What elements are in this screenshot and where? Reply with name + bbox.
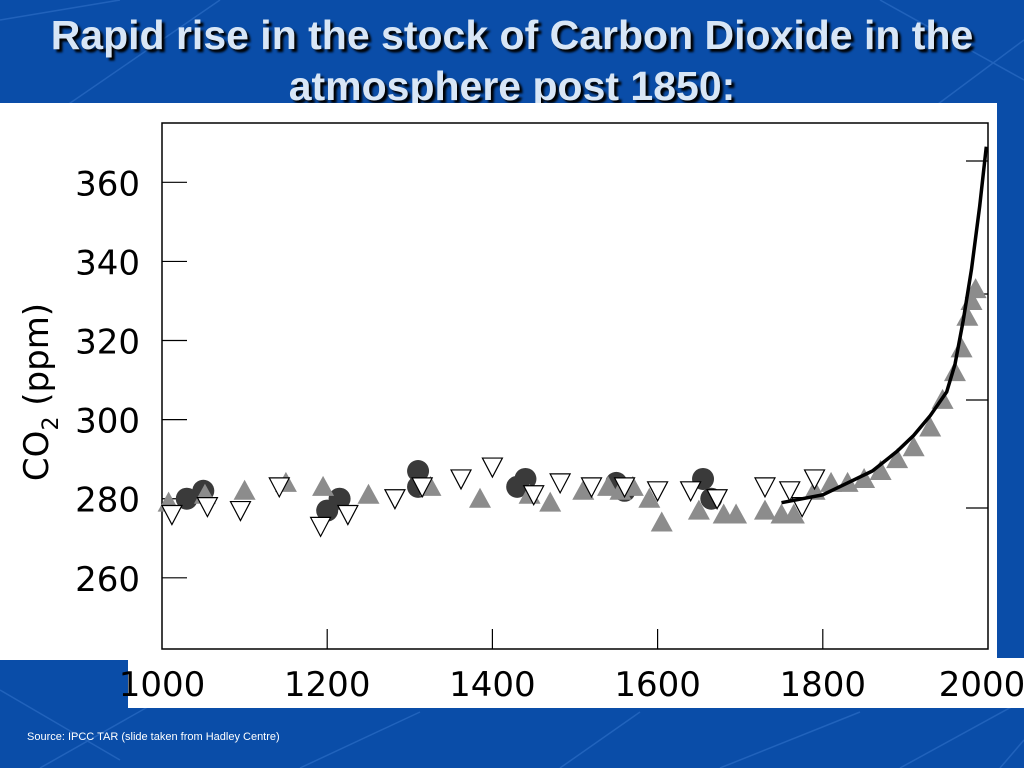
ice-core-point-triangle (650, 511, 673, 532)
ice-core-point-circle (175, 487, 198, 510)
ice-core-point-open-triangle (196, 497, 219, 518)
source-note: Source: IPCC TAR (slide taken from Hadle… (27, 731, 280, 743)
ice-core-point-circle (407, 460, 430, 483)
ice-core-point-triangle (597, 475, 620, 496)
ice-core-point-triangle (233, 479, 256, 500)
co2-chart: 260 280 300 320 340 360 1000 1200 1400 1600 1800 2… (17, 122, 1024, 705)
chart-panel-axis-strip (128, 658, 1024, 708)
ice-core-point-open-triangle (580, 477, 603, 499)
ice-core-point-triangle (782, 503, 805, 524)
chart-panel (0, 103, 997, 660)
ice-core-point-triangle (902, 436, 925, 457)
ice-core-point-open-triangle (706, 489, 729, 511)
ice-core-point-triangle (687, 499, 710, 520)
ice-core-point-triangle (725, 503, 748, 524)
ice-core-point-open-triangle (753, 477, 776, 499)
y-axis-label: CO2 (ppm) (17, 303, 64, 481)
x-tick-label: 1800 (780, 665, 867, 705)
y-tick-label: 320 (75, 323, 140, 363)
ice-core-point-triangle (638, 487, 661, 508)
slide-title: Rapid rise in the stock of Carbon Dioxid… (50, 12, 974, 109)
instrumental-co2-line (781, 146, 989, 505)
ice-core-point-open-triangle (450, 469, 473, 491)
plot-frame (161, 122, 989, 650)
ice-core-point-open-triangle (309, 516, 332, 538)
ice-core-point-open-triangle (679, 481, 702, 503)
x-tick-label: 1200 (284, 665, 371, 705)
ice-core-point-triangle (964, 278, 987, 299)
data-marks (157, 146, 989, 538)
x-tick-label: 1400 (449, 665, 536, 705)
ice-core-point-open-triangle (481, 457, 504, 479)
ice-core-point-triangle (943, 361, 966, 382)
ice-core-point-open-triangle (160, 504, 183, 526)
ice-core-point-triangle (869, 460, 892, 481)
ice-core-point-triangle (886, 448, 909, 469)
y-tick-label: 360 (75, 164, 140, 204)
x-axis: 1000 1200 1400 1600 1800 2000 (119, 629, 1024, 705)
y-tick-label: 300 (75, 402, 140, 442)
ice-core-point-circle (514, 467, 537, 490)
y-axis: 260 280 300 320 340 360 (75, 164, 187, 600)
ice-core-point-triangle (853, 467, 876, 488)
ice-core-point-open-triangle (268, 477, 291, 499)
ice-core-point-triangle (753, 499, 776, 520)
y-tick-label: 280 (75, 481, 140, 521)
ice-core-point-open-triangle (336, 504, 359, 526)
ice-core-point-triangle (357, 483, 380, 504)
ice-core-point-open-triangle (522, 485, 545, 507)
x-tick-label: 2000 (939, 665, 1024, 705)
ice-core-point-triangle (919, 416, 942, 437)
ice-core-point-triangle (539, 491, 562, 512)
ice-core-point-open-triangle (778, 481, 801, 503)
ice-core-point-open-triangle (646, 481, 669, 503)
right-axis-ticks (966, 160, 988, 509)
ice-core-point-open-triangle (803, 469, 826, 491)
ice-core-point-open-triangle (411, 477, 434, 499)
ice-core-point-open-triangle (383, 489, 406, 511)
x-tick-label: 1000 (119, 665, 206, 705)
ice-core-point-open-triangle (229, 500, 252, 522)
ice-core-point-triangle (572, 479, 595, 500)
y-tick-label: 260 (75, 560, 140, 600)
ice-core-point-triangle (312, 475, 335, 496)
ice-core-point-open-triangle (613, 477, 636, 499)
ice-core-point-open-triangle (549, 473, 572, 495)
ice-core-point-triangle (950, 337, 973, 358)
x-tick-label: 1600 (614, 665, 701, 705)
ice-core-point-triangle (469, 487, 492, 508)
y-tick-label: 340 (75, 243, 140, 283)
ice-core-point-circle (328, 487, 351, 510)
